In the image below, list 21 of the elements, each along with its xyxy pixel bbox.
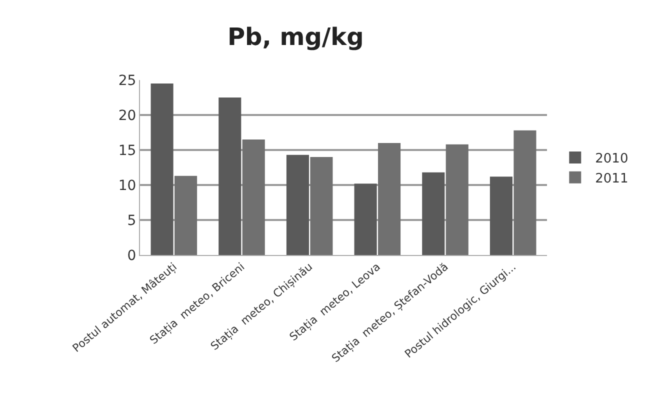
y-tick-label: 15 — [118, 142, 136, 159]
legend-label: 2010 — [595, 152, 628, 167]
y-tick-label: 20 — [118, 108, 136, 124]
y-tick-label: 5 — [127, 212, 136, 229]
bar — [150, 84, 174, 255]
bar — [378, 143, 401, 255]
y-tick-label: 25 — [118, 72, 136, 89]
bar — [446, 144, 468, 255]
bar — [310, 157, 333, 255]
chart-title: Pb, mg/kg — [227, 23, 364, 52]
legend-label: 2011 — [595, 171, 628, 186]
bar — [174, 176, 198, 255]
bar — [286, 154, 309, 255]
bar — [354, 184, 377, 255]
y-tick-label: 10 — [118, 178, 136, 194]
bar — [218, 98, 242, 255]
y-tick-label: 0 — [127, 248, 136, 264]
bar — [242, 140, 265, 255]
bar — [422, 172, 445, 255]
bar — [490, 176, 512, 255]
bar — [514, 130, 536, 255]
